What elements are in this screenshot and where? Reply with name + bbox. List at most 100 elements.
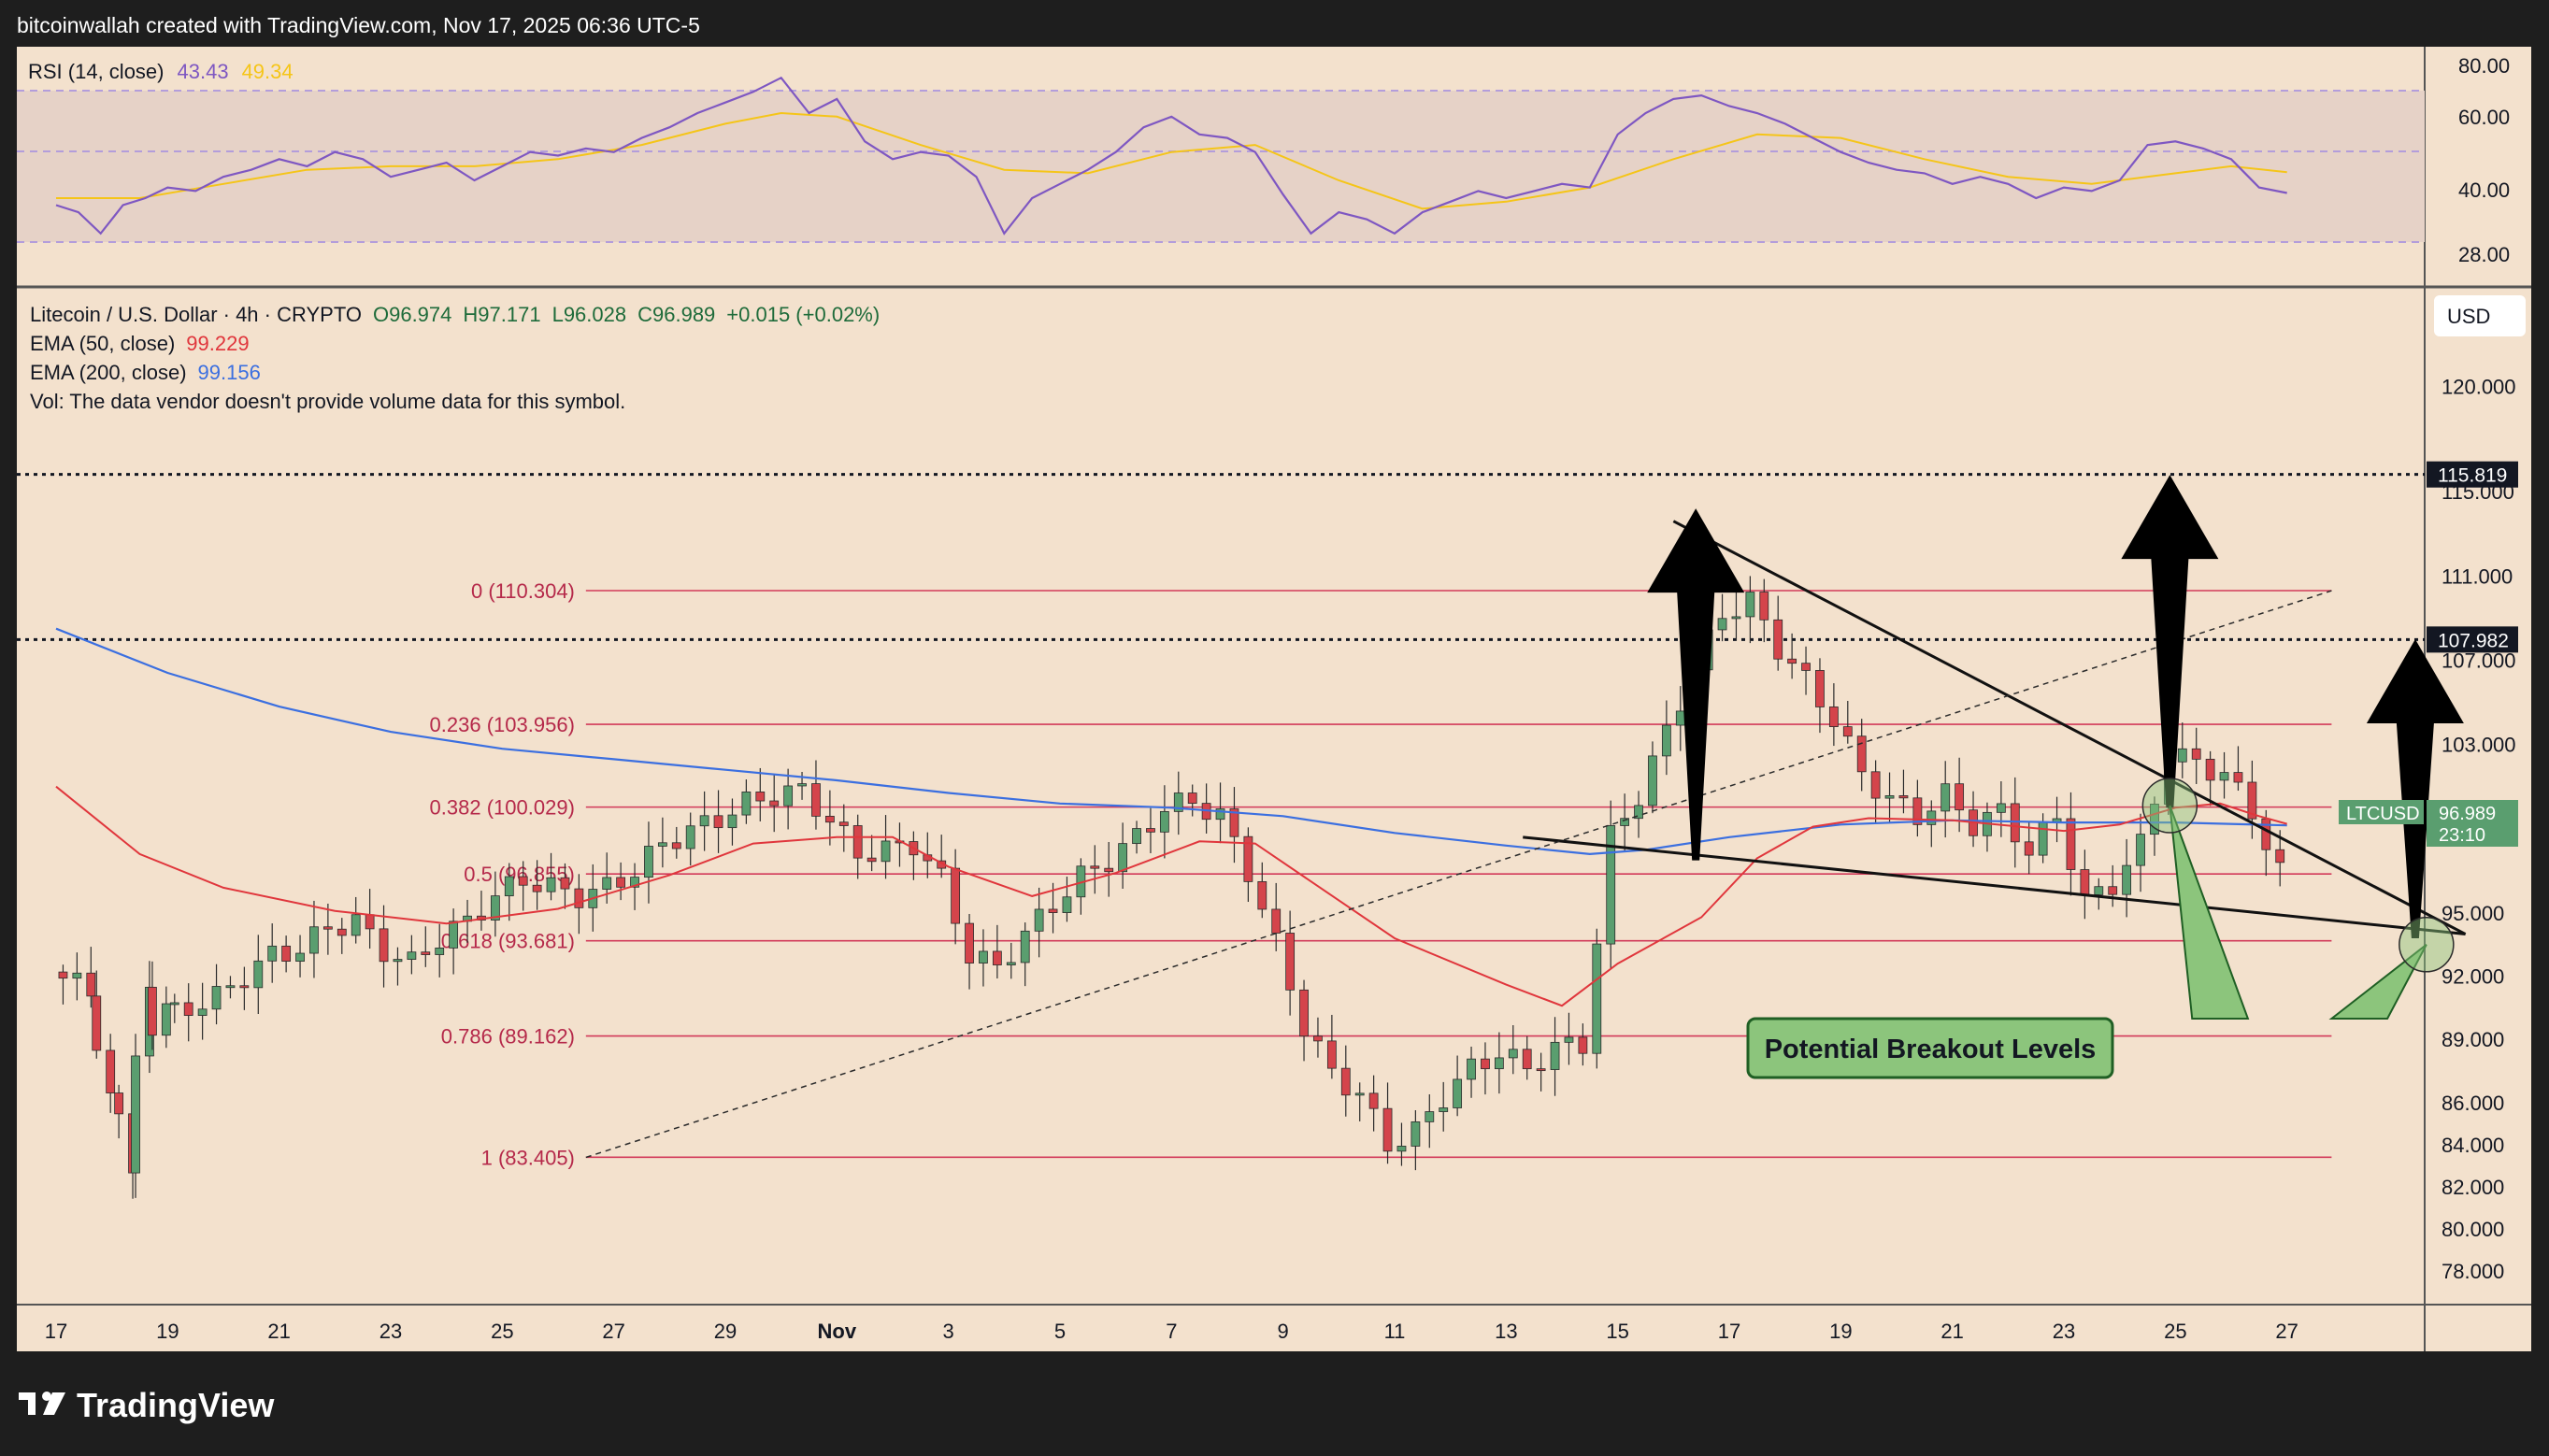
time-axis-tick: 25 — [2164, 1320, 2186, 1343]
ema-lines — [55, 627, 2287, 1007]
rsi-axis-tick: 40.00 — [2458, 178, 2510, 202]
candle-body — [1759, 592, 1769, 621]
legend-close: C96.989 — [637, 303, 715, 326]
time-axis-tick: 27 — [2275, 1320, 2298, 1343]
fib-level-label: 0.382 (100.029) — [430, 796, 575, 820]
candle-body — [1536, 1068, 1546, 1072]
symbol-badge-bg — [2339, 800, 2424, 824]
candle-body — [309, 926, 319, 954]
rsi-legend: RSI (14, close) 43.43 49.34 — [28, 60, 294, 83]
candle-body — [1271, 908, 1282, 934]
candle-body — [1801, 663, 1811, 671]
candle-body — [58, 971, 68, 979]
trendline-lower — [1523, 835, 2466, 936]
candle-body — [2122, 864, 2132, 895]
candle-body — [1828, 707, 1839, 728]
time-axis-tick: 17 — [1718, 1320, 1740, 1343]
candle-body — [755, 792, 766, 802]
candle-body — [1173, 792, 1183, 812]
price-axis-tick: 82.000 — [2442, 1176, 2504, 1199]
candle-body — [1592, 943, 1602, 1054]
candle-body — [741, 792, 752, 816]
key-level-badge — [2427, 626, 2518, 653]
candle-body — [630, 877, 639, 888]
candle-body — [1062, 896, 1072, 913]
candle-body — [1675, 710, 1685, 726]
candle-body — [1340, 1067, 1351, 1096]
candle-body — [685, 825, 695, 849]
legend-low: L96.028 — [552, 303, 627, 326]
ema200-line — [55, 627, 2287, 856]
candle-body — [1787, 658, 1797, 664]
key-levels: 115.819 107.982 — [17, 461, 2518, 653]
ema50-label: EMA (50, close) — [30, 332, 175, 355]
candle-body — [1243, 835, 1253, 882]
breakout-circle-lower — [2399, 917, 2455, 973]
candle-body — [1648, 755, 1657, 807]
chart-area-background — [17, 47, 2531, 1351]
candle-body — [1368, 1092, 1379, 1109]
candle-body — [1898, 795, 1909, 799]
candle-body — [2136, 834, 2145, 866]
candle-body — [72, 972, 82, 979]
candle-body — [2191, 748, 2201, 760]
time-axis-tick: 17 — [45, 1320, 67, 1343]
candle-body — [1955, 783, 1965, 811]
callout-box — [1746, 1017, 2114, 1079]
candle-body — [602, 877, 612, 890]
candle-body — [881, 840, 891, 863]
candle-body — [1564, 1036, 1574, 1043]
candle-body — [1215, 808, 1225, 821]
time-axis-tick: 5 — [1054, 1320, 1066, 1343]
time-axis-ticks: 17 19 21 23 25 27 29 Nov 3 5 7 9 11 13 15 17 19 21 23 25 27 — [45, 1320, 2298, 1343]
tradingview-logo-stem — [28, 1392, 36, 1415]
trendlines — [585, 520, 2467, 1159]
candle-body — [407, 951, 417, 960]
brand-name: TradingView — [77, 1386, 275, 1424]
candle-body — [393, 959, 403, 963]
price-axis-tick: 84.000 — [2442, 1134, 2504, 1157]
candle-body — [769, 800, 780, 807]
candle-body — [211, 986, 222, 1010]
time-axis-tick: 7 — [1166, 1320, 1177, 1343]
candle-body — [2108, 886, 2118, 895]
tradingview-logo-bar — [19, 1392, 36, 1400]
candle-body — [197, 1008, 208, 1016]
candle-body — [1773, 619, 1783, 660]
candle-body — [1439, 1107, 1449, 1112]
price-badge-price: 96.989 — [2439, 804, 2496, 824]
candle-body — [1522, 1049, 1532, 1070]
legend-ohlc-line: Litecoin / U.S. Dollar · 4h · CRYPTO O96.… — [30, 303, 880, 326]
fib-level-label: 0.618 (93.681) — [441, 930, 575, 953]
candle-body — [1842, 726, 1853, 737]
candle-body — [951, 867, 961, 924]
candle-body — [421, 951, 431, 955]
creator-caption: bitcoinwallah created with TradingView.c… — [17, 13, 700, 37]
rsi-axis-ticks: 80.00 60.00 40.00 28.00 — [2458, 54, 2510, 266]
candle-body — [2261, 818, 2271, 850]
key-level-badge-text: 115.819 — [2438, 465, 2507, 487]
candle-body — [1313, 1035, 1323, 1042]
candle-body — [2038, 821, 2048, 856]
candles — [58, 576, 2285, 1199]
candle-body — [1048, 908, 1058, 913]
time-axis-tick: 3 — [943, 1320, 954, 1343]
candle-body — [1884, 795, 1895, 799]
legend-ema200: EMA (200, close) 99.156 — [30, 361, 261, 384]
candle-body — [504, 876, 514, 897]
time-axis-tick: 23 — [379, 1320, 402, 1343]
candle-body — [1118, 843, 1128, 873]
callout-pointer-right — [2328, 944, 2427, 1020]
symbol-legend: Litecoin / U.S. Dollar · 4h · CRYPTO O96.… — [30, 303, 880, 413]
time-axis-tick: 29 — [714, 1320, 737, 1343]
candle-body — [979, 950, 988, 964]
candle-body — [1396, 1146, 1407, 1152]
up-arrow-breakout-low — [2366, 638, 2464, 939]
candle-body — [2010, 803, 2020, 843]
currency-button[interactable]: USD — [2434, 295, 2526, 336]
price-axis-tick: 92.000 — [2442, 965, 2504, 989]
candle-body — [852, 825, 863, 859]
time-axis-tick: 11 — [1384, 1320, 1406, 1343]
candle-body — [838, 821, 849, 826]
legend-symbol: Litecoin / U.S. Dollar · 4h · CRYPTO — [30, 303, 362, 326]
